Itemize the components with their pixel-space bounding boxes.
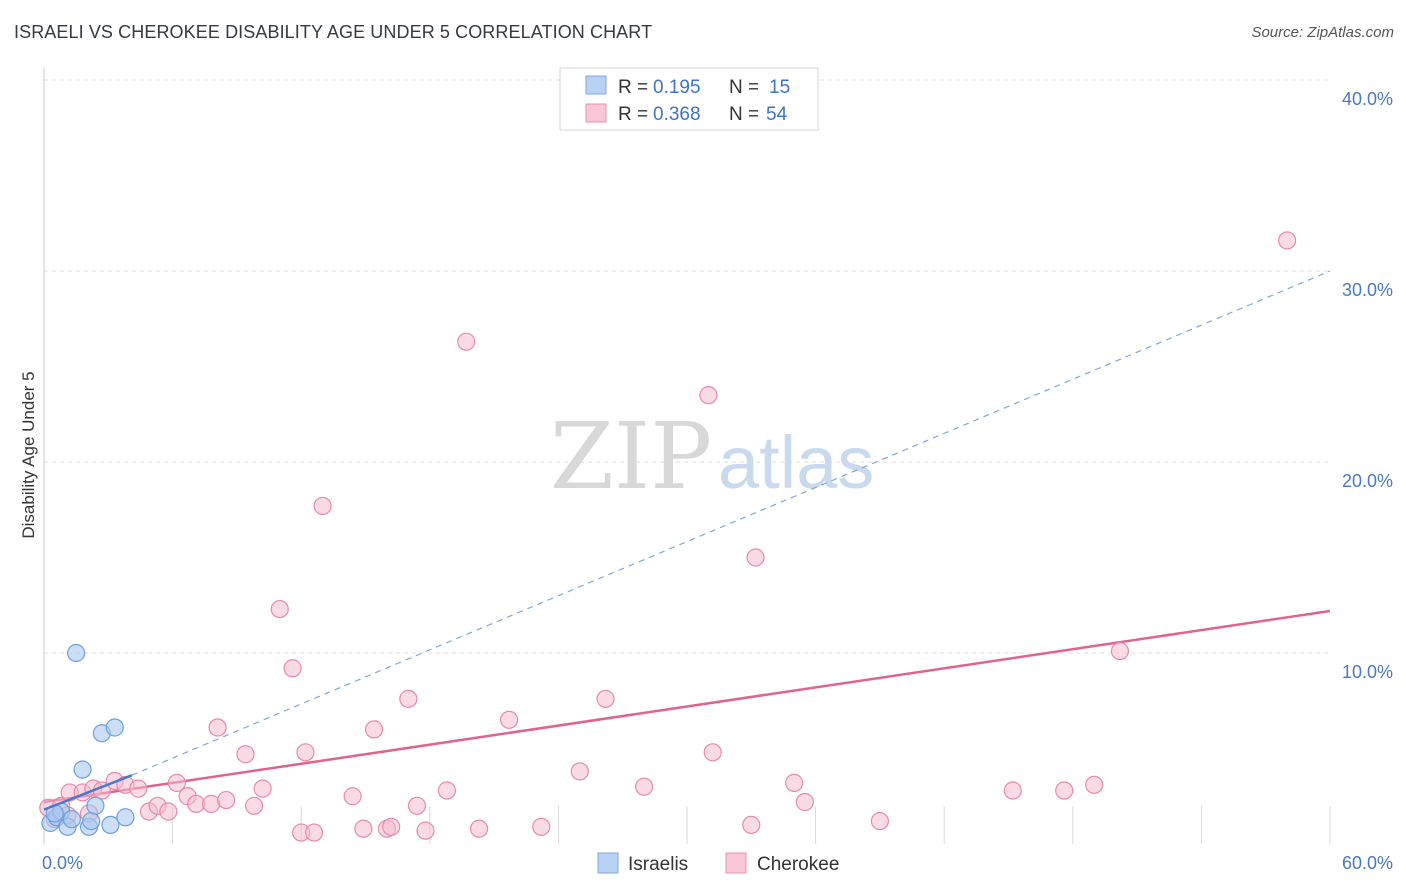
legend-n-value-cherokee: 54 <box>766 104 788 125</box>
point-cherokee-47 <box>703 743 722 762</box>
point-cherokee-25 <box>283 659 302 678</box>
point-cherokee-14 <box>159 802 178 821</box>
bottom-legend-swatch-israelis <box>597 852 619 874</box>
x-tick-labels: 0.0% 60.0% <box>42 853 1393 873</box>
point-israelis-11 <box>101 815 120 835</box>
watermark-atlas: atlas <box>718 421 874 504</box>
point-cherokee-40 <box>469 819 489 838</box>
legend-series: Israelis Cherokee <box>597 852 839 875</box>
point-cherokee-50 <box>785 773 804 792</box>
y-tick-label-0: 10.0% <box>1342 662 1393 682</box>
trend-line-israelis-extended <box>131 270 1331 776</box>
y-axis-label: Disability Age Under 5 <box>19 371 38 538</box>
y-tick-labels: 10.0% 20.0% 30.0% 40.0% <box>1342 89 1393 682</box>
point-cherokee-36 <box>407 796 427 815</box>
point-cherokee-15 <box>167 773 186 792</box>
point-israelis-12 <box>105 718 124 737</box>
point-cherokee-56 <box>1110 641 1130 661</box>
point-cherokee-44 <box>596 689 615 708</box>
legend-n-label-cherokee: N = <box>729 104 759 125</box>
point-cherokee-18 <box>202 794 221 813</box>
point-cherokee-24 <box>270 599 289 619</box>
legend-r-label-cherokee: R = <box>618 104 648 125</box>
point-cherokee-54 <box>1055 781 1074 800</box>
y-tick-label-3: 40.0% <box>1342 89 1393 109</box>
point-cherokee-22 <box>244 796 264 815</box>
point-israelis-8 <box>82 811 101 831</box>
point-cherokee-19 <box>208 718 227 737</box>
point-cherokee-27 <box>296 743 315 762</box>
y-tick-label-1: 20.0% <box>1342 471 1393 491</box>
point-cherokee-34 <box>382 817 401 836</box>
point-cherokee-41 <box>500 710 519 729</box>
legend-r-label-israelis: R = <box>618 77 648 98</box>
legend-n-value-israelis: 15 <box>769 77 790 98</box>
point-cherokee-39 <box>457 332 476 351</box>
point-cherokee-53 <box>1003 781 1022 800</box>
point-cherokee-49 <box>746 548 765 567</box>
legend-swatch-israelis <box>585 75 607 95</box>
point-cherokee-31 <box>354 819 373 838</box>
source-credit: Source: ZipAtlas.com <box>1251 24 1394 41</box>
bottom-legend-label-israelis: Israelis <box>628 854 688 875</box>
point-cherokee-38 <box>437 781 457 800</box>
legend-swatch-cherokee <box>585 103 607 123</box>
point-cherokee-42 <box>532 817 551 836</box>
point-cherokee-28 <box>304 823 324 842</box>
point-cherokee-43 <box>570 762 589 781</box>
point-israelis-5 <box>67 643 86 663</box>
point-cherokee-45 <box>635 777 654 796</box>
watermark: ZIP atlas <box>550 403 874 510</box>
point-israelis-4 <box>62 810 81 829</box>
trend-line-cherokee <box>43 609 1331 804</box>
trend-lines <box>43 270 1331 804</box>
point-cherokee-51 <box>795 792 814 812</box>
legend-r-value-cherokee: 0.368 <box>653 104 701 125</box>
point-cherokee-55 <box>1085 775 1104 794</box>
point-israelis-9 <box>86 796 105 815</box>
point-cherokee-20 <box>217 790 236 810</box>
point-cherokee-21 <box>236 745 255 764</box>
point-cherokee-30 <box>343 787 362 806</box>
x-tick-label-0: 0.0% <box>42 853 83 873</box>
point-cherokee-46 <box>699 386 718 405</box>
point-cherokee-32 <box>364 720 384 739</box>
legend-r-value-israelis: 0.195 <box>653 77 701 98</box>
y-tick-label-2: 30.0% <box>1342 280 1393 300</box>
point-cherokee-57 <box>1278 231 1297 250</box>
trend-line-israelis <box>43 774 133 811</box>
legend-correlation: R = 0.195 N = 15 R = 0.368 N = 54 <box>559 67 819 131</box>
bottom-legend-label-cherokee: Cherokee <box>757 854 839 875</box>
point-cherokee-23 <box>253 779 272 798</box>
data-points <box>39 231 1297 842</box>
point-cherokee-37 <box>416 821 435 840</box>
x-tick-label-1: 60.0% <box>1342 853 1393 873</box>
chart-title: ISRAELI VS CHEROKEE DISABILITY AGE UNDER… <box>14 22 653 42</box>
bottom-legend-swatch-cherokee <box>725 852 747 874</box>
legend-n-label-israelis: N = <box>729 77 759 98</box>
point-israelis-6 <box>73 760 92 779</box>
point-cherokee-29 <box>313 496 332 516</box>
point-israelis-13 <box>116 808 135 827</box>
watermark-zip: ZIP <box>550 403 712 510</box>
point-cherokee-35 <box>399 689 418 708</box>
point-cherokee-11 <box>129 779 148 798</box>
point-cherokee-52 <box>870 811 890 831</box>
point-cherokee-48 <box>742 815 761 835</box>
